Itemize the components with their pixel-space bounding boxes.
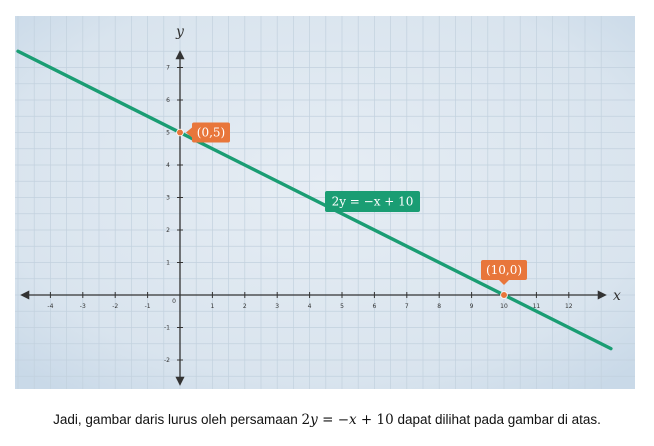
caption-after: dapat dilihat pada gambar di atas. xyxy=(393,412,601,427)
x-tick-label: 6 xyxy=(372,303,376,310)
caption: Jadi, gambar daris lurus oleh persamaan … xyxy=(0,412,654,428)
points-layer xyxy=(176,128,508,299)
point-label-10-0-pointer xyxy=(499,280,509,285)
y-tick-label: 7 xyxy=(166,65,170,72)
x-tick-label: 8 xyxy=(437,303,441,310)
y-tick-label: 3 xyxy=(166,195,170,202)
series-layer xyxy=(16,49,613,351)
eq-minus: − xyxy=(337,412,349,428)
caption-equation: 2y = −x + 10 xyxy=(302,412,394,428)
origin-label: 0 xyxy=(172,298,176,305)
x-tick-label: 5 xyxy=(340,303,344,310)
equation-label: 2y = −x + 10 xyxy=(325,191,420,212)
point-label-0-5-pointer xyxy=(186,127,192,138)
equation-label-text: 2y = −x + 10 xyxy=(332,195,414,209)
x-tick-label: 3 xyxy=(275,303,279,310)
equation-label-box xyxy=(325,191,420,212)
eq-rhs-var: x xyxy=(349,412,357,428)
x-tick-label: 10 xyxy=(500,303,508,310)
x-tick-label: 7 xyxy=(405,303,409,310)
y-tick-label: 1 xyxy=(166,260,170,267)
intercept-point xyxy=(500,291,508,299)
point-label-0-5-box xyxy=(192,122,230,143)
series-line xyxy=(16,49,613,351)
y-tick-label: 6 xyxy=(166,97,170,104)
y-tick-label: 2 xyxy=(166,227,170,234)
eq-rhs-const: + 10 xyxy=(356,412,394,428)
x-tick-label: -3 xyxy=(80,303,86,310)
eq-equals: = xyxy=(317,412,338,428)
point-label-0-5: (0,5) xyxy=(186,122,230,143)
eq-lhs-var: y xyxy=(310,412,318,428)
y-tick-label: -1 xyxy=(164,325,170,332)
point-label-0-5-text: (0,5) xyxy=(197,126,225,140)
point-label-10-0-text: (10,0) xyxy=(486,263,522,277)
x-tick-label: -1 xyxy=(145,303,151,310)
eq-lhs-coef: 2 xyxy=(301,412,311,428)
y-tick-label: 4 xyxy=(166,162,170,169)
x-tick-label: -2 xyxy=(112,303,118,310)
x-tick-label: 1 xyxy=(210,303,214,310)
x-tick-label: 2 xyxy=(243,303,247,310)
axes: xy xyxy=(20,24,621,386)
caption-before: Jadi, gambar daris lurus oleh persamaan xyxy=(53,412,302,427)
x-tick-label: 9 xyxy=(470,303,474,310)
point-label-10-0: (10,0) xyxy=(481,260,527,285)
y-tick-label: -2 xyxy=(164,357,170,364)
x-tick-label: 12 xyxy=(565,303,573,310)
x-tick-label: 11 xyxy=(533,303,541,310)
x-axis-label: x xyxy=(613,288,621,304)
x-tick-label: -4 xyxy=(47,303,53,310)
point-label-10-0-box xyxy=(481,260,527,280)
x-tick-label: 4 xyxy=(308,303,312,310)
callout-layer: (0,5) (10,0) 2y = −x + 10 xyxy=(186,122,527,285)
intercept-point xyxy=(176,128,184,137)
y-tick-label: 5 xyxy=(166,130,170,137)
y-axis-label: y xyxy=(175,24,185,40)
